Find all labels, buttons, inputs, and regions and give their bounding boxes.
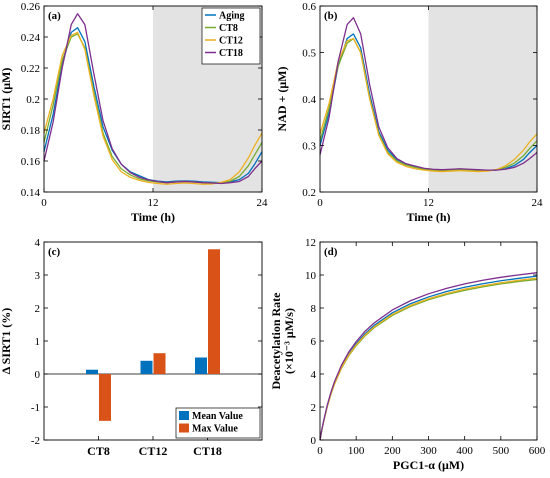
x-tick-label: 300 [420, 445, 437, 457]
panel-b: 0.2 0.3 0.4 0.5 0.6 0 12 24 Time (h) NAD + (μM) (b… [275, 1, 543, 224]
y-tick-label: -2 [31, 435, 40, 447]
x-tick-label: CT8 [87, 444, 110, 458]
bar-max-ct12 [153, 353, 166, 374]
bar-max-ct8 [99, 374, 111, 421]
y-tick-label: 0.24 [21, 32, 41, 44]
series-line-ct8 [319, 278, 538, 441]
y-tick-label: 0.3 [302, 141, 316, 153]
y-axis-label: SIRT1 (μM) [0, 68, 13, 131]
y-tick-label: 12 [305, 237, 316, 249]
legend-box [175, 407, 261, 439]
x-axis-label: Time (h) [131, 210, 175, 224]
series-line-ct12 [319, 277, 538, 441]
y-tick-label: 0.4 [302, 94, 316, 106]
x-tick-label: CT12 [139, 444, 168, 458]
bar-mean-ct8 [86, 369, 98, 374]
series-line-ct18 [319, 272, 538, 441]
y-tick-label: 6 [311, 336, 317, 348]
bar-mean-ct18 [195, 357, 207, 374]
x-tick-label: 12 [148, 197, 159, 209]
x-tick-label: 12 [423, 197, 434, 209]
panel-c: -2 -1 0 1 2 3 4 CT8 CT12 CT18 Δ SIRT1 (%) (c) Mean V… [0, 237, 263, 458]
y-tick-label: 3 [35, 270, 41, 282]
panel-d: 0 2 4 6 8 10 12 0 100 200 300 400 500 600 PGC1-α (μM) D… [269, 237, 546, 472]
y-axis-label: Deacetylation Rate [269, 292, 283, 390]
y-tick-label: 10 [305, 270, 317, 282]
legend-label: Max Value [192, 424, 238, 435]
y-tick-label: 0 [311, 435, 317, 447]
y-tick-label: 0.5 [302, 48, 316, 60]
y-tick-label: 0.14 [21, 187, 41, 199]
legend-label: Mean Value [192, 411, 243, 422]
x-axis-label: PGC1-α (μM) [393, 458, 464, 472]
x-tick-label: 24 [257, 197, 269, 209]
legend-label: CT12 [219, 36, 243, 47]
x-tick-label: 0 [41, 197, 47, 209]
x-axis-label: Time (h) [406, 210, 450, 224]
x-tick-label: 24 [532, 197, 544, 209]
legend: Mean Value Max Value [175, 407, 261, 439]
panel-label: (d) [324, 246, 338, 258]
legend-label: CT18 [219, 48, 243, 59]
panel-label: (c) [48, 246, 61, 258]
y-tick-label: 4 [311, 369, 317, 381]
legend-box [201, 7, 261, 65]
series-line-ct12 [319, 37, 538, 173]
series-line-ct12 [43, 31, 263, 185]
x-tick-label: CT18 [193, 444, 222, 458]
x-tick-label: 400 [456, 445, 473, 457]
y-tick-label: 0.6 [302, 1, 316, 13]
legend-label: CT8 [219, 23, 238, 34]
y-tick-label: 0.2 [26, 94, 40, 106]
y-tick-label: 0 [35, 369, 41, 381]
y-tick-label: -1 [31, 402, 40, 414]
bar-mean-ct12 [140, 360, 153, 374]
y-axis-label: Δ SIRT1 (%) [0, 308, 13, 374]
legend-label: Aging [219, 11, 245, 22]
x-tick-label: 100 [348, 445, 365, 457]
panel-label: (b) [324, 10, 338, 22]
y-axis-label-unit: (×10⁻³ μM/s) [282, 308, 296, 374]
y-tick-label: 0.22 [21, 63, 40, 75]
y-tick-label: 0.26 [21, 1, 41, 13]
axes-frame [319, 241, 538, 441]
y-tick-label: 0.16 [21, 156, 41, 168]
y-tick-label: 2 [311, 402, 317, 414]
panel-label: (a) [48, 10, 61, 22]
panel-a: 0.14 0.16 0.18 0.2 0.22 0.24 0.26 0 12 24 Time (h)… [0, 1, 268, 224]
x-tick-label: 500 [493, 445, 510, 457]
legend-swatch-max [179, 423, 189, 433]
y-tick-label: 0.18 [21, 125, 41, 137]
x-tick-label: 0 [317, 445, 323, 457]
y-tick-label: 8 [311, 303, 317, 315]
x-tick-label: 200 [384, 445, 401, 457]
y-tick-label: 0.2 [302, 187, 316, 199]
y-tick-label: 2 [35, 303, 41, 315]
y-tick-label: 4 [35, 237, 41, 249]
series-line-ct18 [43, 13, 263, 185]
x-tick-label: 600 [529, 445, 546, 457]
legend-swatch-mean [179, 411, 189, 420]
series-line-ct18 [319, 16, 538, 171]
y-axis-label: NAD + (μM) [275, 67, 289, 132]
x-tick-label: 0 [317, 197, 323, 209]
series-line-aging [319, 275, 538, 441]
bar-max-ct18 [208, 249, 220, 374]
night-shade-region [428, 6, 537, 192]
y-tick-label: 1 [35, 336, 41, 348]
